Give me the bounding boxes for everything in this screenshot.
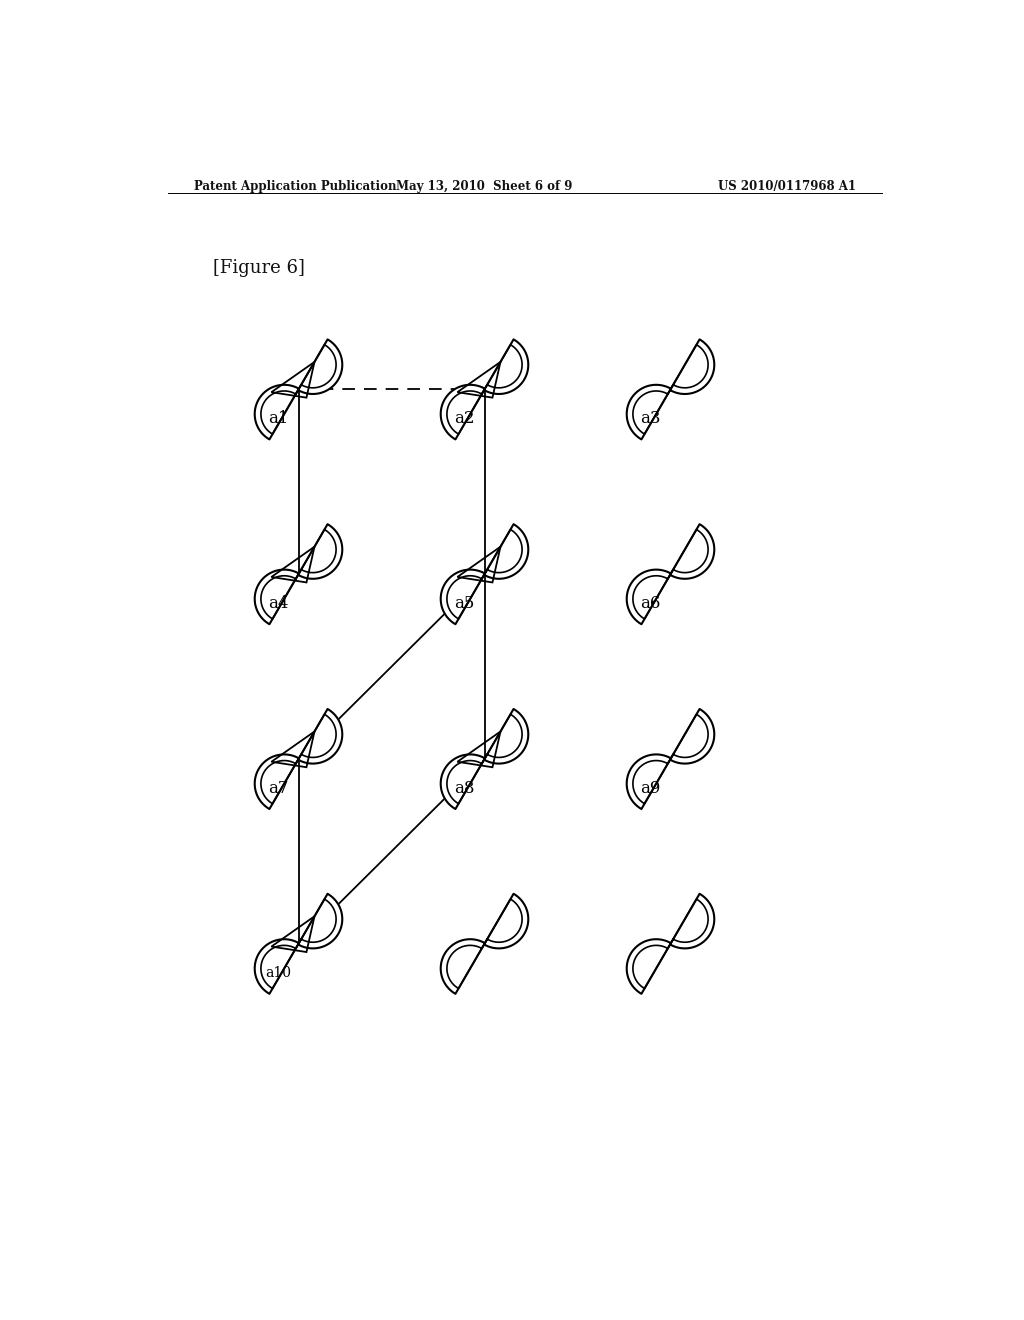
Text: a7: a7	[267, 780, 288, 797]
Text: US 2010/0117968 A1: US 2010/0117968 A1	[719, 180, 856, 193]
Text: a4: a4	[267, 595, 288, 612]
Polygon shape	[255, 894, 342, 994]
Polygon shape	[255, 709, 342, 809]
Polygon shape	[440, 894, 528, 994]
Text: a6: a6	[640, 595, 660, 612]
Text: a8: a8	[454, 780, 474, 797]
Text: [Figure 6]: [Figure 6]	[213, 259, 305, 276]
Text: a9: a9	[640, 780, 660, 797]
Polygon shape	[627, 339, 715, 440]
Polygon shape	[627, 524, 715, 624]
Text: a10: a10	[265, 966, 291, 981]
Text: a1: a1	[267, 411, 288, 428]
Text: a3: a3	[640, 411, 660, 428]
Polygon shape	[440, 709, 528, 809]
Polygon shape	[255, 339, 342, 440]
Polygon shape	[627, 709, 715, 809]
Text: May 13, 2010  Sheet 6 of 9: May 13, 2010 Sheet 6 of 9	[396, 180, 572, 193]
Text: a5: a5	[454, 595, 474, 612]
Polygon shape	[627, 894, 715, 994]
Text: a2: a2	[454, 411, 474, 428]
Polygon shape	[440, 339, 528, 440]
Text: Patent Application Publication: Patent Application Publication	[194, 180, 396, 193]
Polygon shape	[440, 524, 528, 624]
Polygon shape	[255, 524, 342, 624]
